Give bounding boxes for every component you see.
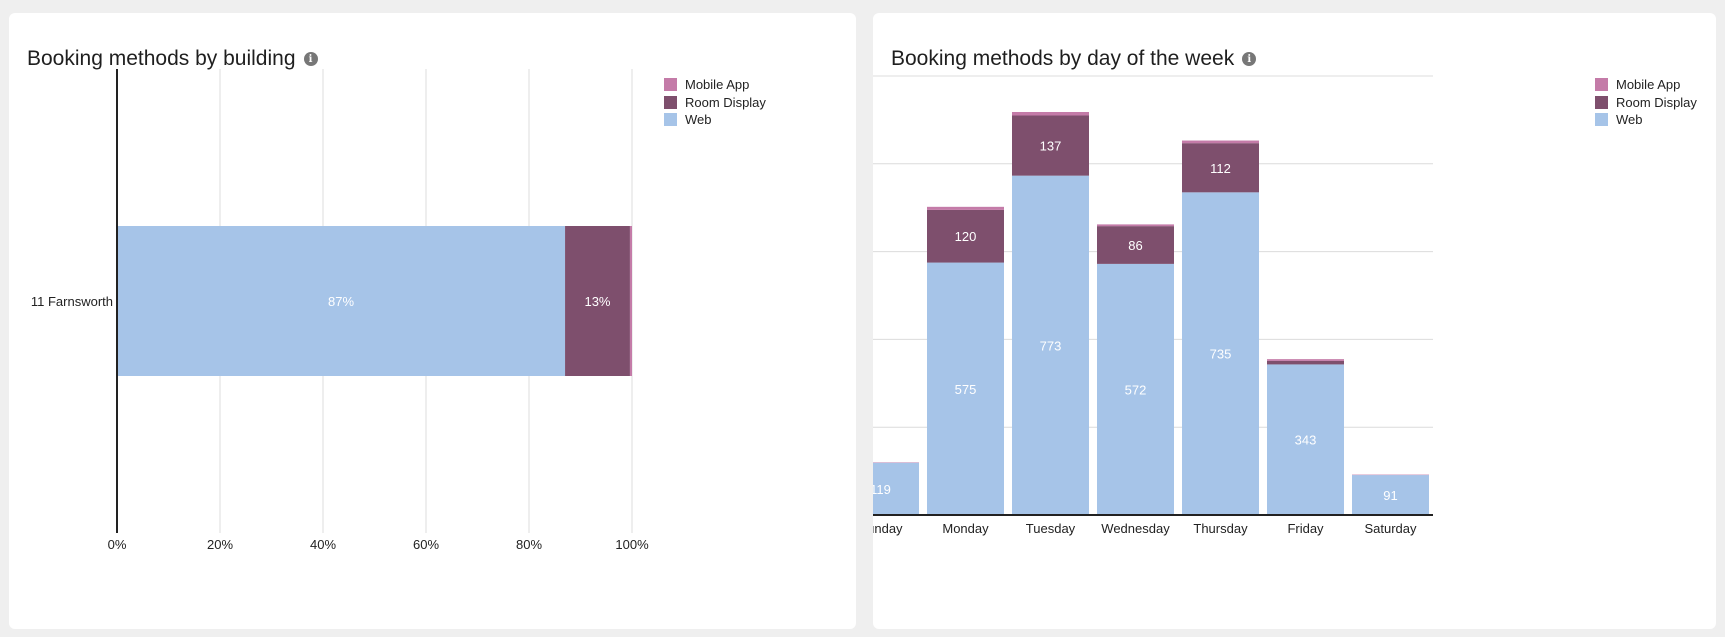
x-category-label: Tuesday xyxy=(1026,521,1076,536)
bar-segment-room-display xyxy=(927,209,1004,263)
data-label: 137 xyxy=(1040,139,1062,154)
bar-segment-room-display xyxy=(1182,143,1259,193)
bar-segment-mobile-app xyxy=(629,226,632,376)
data-label: 343 xyxy=(1295,433,1317,448)
x-category-label: Thursday xyxy=(1193,521,1248,536)
legend-label: Room Display xyxy=(1616,94,1697,110)
building-chart-title-row: Booking methods by building i xyxy=(27,47,318,71)
bar-segment-web xyxy=(1267,364,1344,515)
data-label: 91 xyxy=(1383,488,1397,503)
legend-swatch xyxy=(1595,78,1608,92)
data-label: 773 xyxy=(1040,338,1062,353)
x-category-label: Wednesday xyxy=(1101,521,1170,536)
data-label: 119 xyxy=(873,482,891,497)
bar-segment-mobile-app xyxy=(1182,140,1259,144)
x-tick-label: 80% xyxy=(516,537,542,552)
data-label: 572 xyxy=(1125,382,1147,397)
legend-swatch xyxy=(1595,95,1608,109)
bar-segment-web xyxy=(873,462,919,515)
x-category-label: Saturday xyxy=(1364,521,1417,536)
data-label: 13% xyxy=(584,294,610,309)
legend-label: Mobile App xyxy=(1616,77,1681,93)
bar-segment-room-display xyxy=(1012,115,1089,176)
x-tick-label: 60% xyxy=(413,537,439,552)
x-tick-label: 0% xyxy=(108,537,127,552)
legend-swatch xyxy=(1595,113,1608,127)
x-tick-label: 40% xyxy=(310,537,336,552)
legend-item-mobile-app[interactable]: Mobile App xyxy=(664,76,766,94)
data-label: 575 xyxy=(955,382,977,397)
data-label: 120 xyxy=(955,229,977,244)
legend-swatch xyxy=(664,113,677,127)
bar-segment-web xyxy=(1012,175,1089,515)
bar-segment-web xyxy=(1182,192,1259,515)
legend-label: Web xyxy=(685,112,712,128)
legend-swatch xyxy=(664,78,677,92)
bar-segment-mobile-app xyxy=(1097,224,1174,227)
legend-item-room-display[interactable]: Room Display xyxy=(1595,94,1697,112)
legend-label: Web xyxy=(1616,112,1643,128)
bar-segment-web xyxy=(1352,475,1429,515)
y-category-label: 11 Farnsworth xyxy=(31,294,113,309)
x-category-label: Friday xyxy=(1287,521,1324,536)
building-chart-title: Booking methods by building xyxy=(27,47,296,70)
data-label: 112 xyxy=(1210,161,1231,176)
bar-segment-room-display xyxy=(1267,360,1344,365)
building-chart-card: Booking methods by building i 0% 20% 40% 60… xyxy=(9,13,856,629)
building-chart-legend: Mobile App Room Display Web xyxy=(664,76,766,129)
bar-segment-web xyxy=(117,226,566,376)
legend-label: Mobile App xyxy=(685,77,750,93)
bar-segment-web xyxy=(1097,263,1174,515)
legend-swatch xyxy=(664,95,677,109)
legend-item-room-display[interactable]: Room Display xyxy=(664,94,766,112)
day-chart-card: Booking methods by day of the week i 020… xyxy=(873,13,1716,629)
info-icon[interactable]: i xyxy=(303,52,318,66)
bar-segment-mobile-app xyxy=(1267,359,1344,361)
legend-label: Room Display xyxy=(685,94,766,110)
data-label: 735 xyxy=(1210,347,1232,362)
data-label: 87% xyxy=(328,294,354,309)
day-chart-title: Booking methods by day of the week xyxy=(891,47,1235,70)
bar-segment-room-display xyxy=(565,226,630,376)
data-label: 86 xyxy=(1128,238,1142,253)
bar-segment-mobile-app xyxy=(1012,111,1089,116)
day-chart-legend: Mobile App Room Display Web xyxy=(1595,76,1697,129)
info-icon[interactable]: i xyxy=(1242,52,1257,66)
day-chart-plot: 02004006008001k119Sunday575120Monday7731… xyxy=(873,75,1433,536)
x-category-label: Monday xyxy=(942,521,989,536)
building-chart-plot: 0% 20% 40% 60% 80% 100% 87% 13% 11 Farnsworth xyxy=(31,69,649,552)
legend-item-mobile-app[interactable]: Mobile App xyxy=(1595,76,1697,94)
legend-item-web[interactable]: Web xyxy=(664,111,766,129)
x-tick-label: 20% xyxy=(207,537,233,552)
bar-segment-web xyxy=(927,262,1004,515)
x-category-label: Sunday xyxy=(873,521,903,536)
bar-segment-mobile-app xyxy=(927,206,1004,210)
day-chart-title-row: Booking methods by day of the week i xyxy=(891,47,1257,71)
x-tick-label: 100% xyxy=(615,537,649,552)
legend-item-web[interactable]: Web xyxy=(1595,111,1697,129)
bar-segment-room-display xyxy=(1097,226,1174,264)
